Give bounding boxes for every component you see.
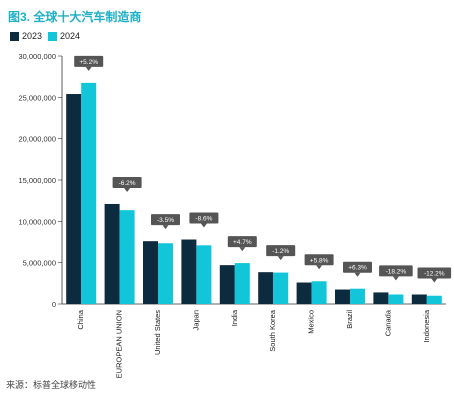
bar-2024 <box>234 263 250 304</box>
change-label-pointer <box>431 278 438 283</box>
change-label-box <box>304 254 334 266</box>
x-category-label: South Korea <box>268 309 277 352</box>
change-label-box <box>151 214 180 226</box>
change-label: -6.2% <box>119 180 136 187</box>
change-label-box <box>227 236 257 248</box>
change-label-pointer <box>277 256 284 261</box>
bar-2023 <box>411 294 427 304</box>
legend-swatch-2023 <box>10 31 19 41</box>
bar-2024 <box>196 245 212 304</box>
bar-2024 <box>311 281 327 304</box>
x-category-label: India <box>230 309 239 326</box>
legend-swatch-2024 <box>48 31 58 41</box>
change-label-box <box>379 265 413 277</box>
change-label: +6.3% <box>348 265 367 272</box>
y-tick-label: 25,000,000 <box>18 93 56 102</box>
change-label-pointer <box>85 66 92 71</box>
legend-item-2024: 2024 <box>48 31 80 41</box>
change-label-box <box>417 267 452 279</box>
bar-2024 <box>158 243 173 304</box>
x-category-label: Mexico <box>307 310 316 334</box>
bar-2023 <box>66 94 82 304</box>
change-label-box <box>112 176 142 188</box>
x-category-label: Brazil <box>345 310 354 329</box>
bar-2024 <box>119 210 135 304</box>
change-label: +4.7% <box>233 239 252 246</box>
change-label: -12.2% <box>424 270 445 277</box>
change-label-pointer <box>162 225 169 230</box>
change-label-pointer <box>200 223 207 228</box>
bar-2024 <box>273 272 289 304</box>
y-tick-label: 5,000,000 <box>23 259 56 268</box>
y-tick-label: 20,000,000 <box>18 135 56 144</box>
change-label: -3.5% <box>157 217 174 224</box>
x-category-label: China <box>76 309 85 329</box>
change-label: -8.6% <box>195 216 212 223</box>
x-category-label: Canada <box>383 309 392 336</box>
y-tick-label: 0 <box>52 300 56 309</box>
change-label-pointer <box>239 247 246 252</box>
legend-label-2024: 2024 <box>60 31 81 41</box>
y-tick-label: 30,000,000 <box>18 52 56 61</box>
bar-2024 <box>81 82 97 304</box>
bar-2023 <box>296 282 312 304</box>
bar-2023 <box>143 241 158 304</box>
x-category-label: Japan <box>191 310 200 330</box>
x-category-label: EUROPEAN UNION <box>115 310 124 378</box>
change-label-box <box>266 245 296 257</box>
x-category-label: United States <box>153 310 162 355</box>
change-label-box <box>74 55 104 67</box>
change-label-pointer <box>124 187 131 192</box>
change-label-box <box>189 212 219 224</box>
bar-2024 <box>388 294 404 304</box>
x-category-label: Indonesia <box>422 309 431 342</box>
legend-label-2023: 2023 <box>22 31 43 41</box>
legend: 2023 2024 <box>10 31 86 41</box>
bar-2023 <box>335 289 350 304</box>
change-label-pointer <box>392 276 399 281</box>
change-label-pointer <box>316 265 323 270</box>
change-label: +5.8% <box>310 257 329 264</box>
bar-2023 <box>104 203 120 304</box>
change-label: +5.2% <box>79 59 98 66</box>
bar-2024 <box>350 288 365 304</box>
change-label-box <box>343 261 372 273</box>
bar-2023 <box>373 292 389 304</box>
change-label-pointer <box>354 272 361 277</box>
bar-2023 <box>181 239 197 304</box>
legend-item-2023: 2023 <box>10 31 42 41</box>
bar-2023 <box>219 265 235 304</box>
bar-2024 <box>426 295 442 304</box>
y-tick-label: 15,000,000 <box>18 176 56 185</box>
chart-title: 图3. 全球十大汽车制造商 <box>8 10 142 24</box>
y-tick-label: 10,000,000 <box>18 217 56 226</box>
bar-2023 <box>258 272 274 304</box>
change-label: -1.2% <box>272 248 289 255</box>
change-label: -18.2% <box>386 268 407 275</box>
source-note: 来源：标普全球移动性 <box>6 380 97 390</box>
